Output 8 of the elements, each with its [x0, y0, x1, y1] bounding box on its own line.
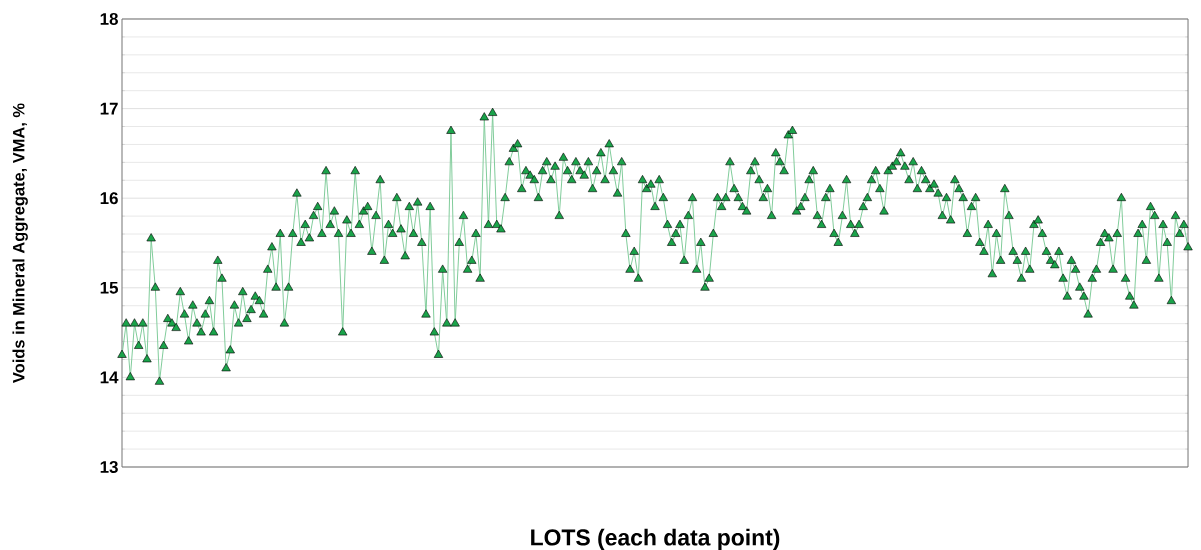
y-tick-label: 14 — [100, 371, 119, 384]
y-tick-label: 18 — [100, 13, 118, 25]
y-axis-title: Voids in Mineral Aggregate, VMA, % — [12, 103, 28, 383]
y-tick-label: 15 — [100, 281, 119, 294]
y-tick-label: 16 — [100, 192, 118, 205]
y-tick-label: 17 — [100, 102, 118, 115]
x-axis-title: LOTS (each data point) — [531, 528, 780, 550]
y-tick-label: 13 — [100, 460, 118, 474]
